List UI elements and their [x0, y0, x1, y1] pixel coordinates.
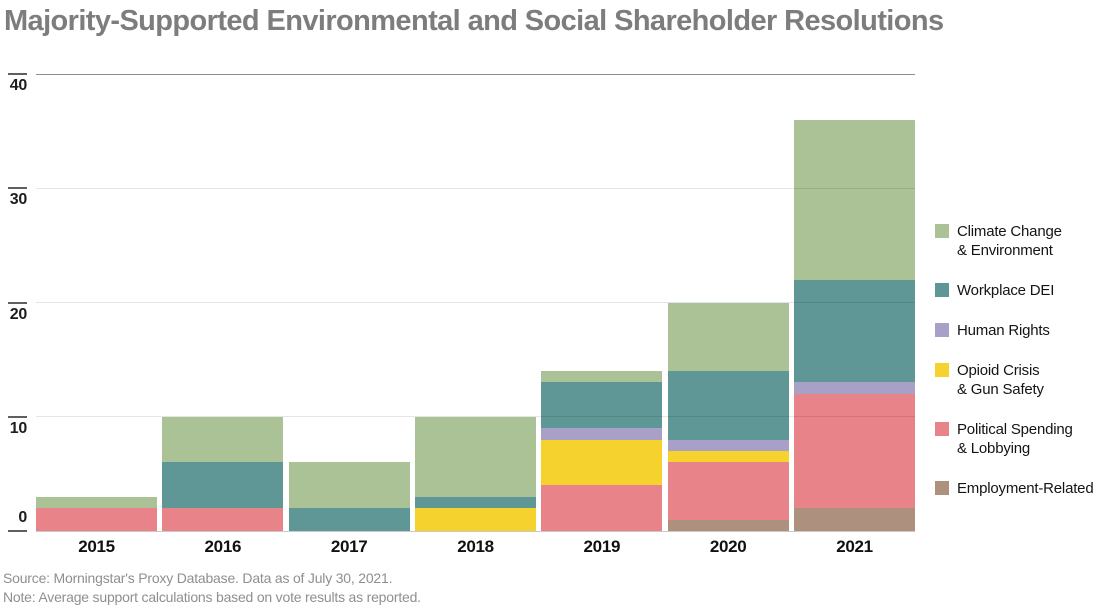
y-tick-dash	[8, 301, 27, 304]
bar-segment	[36, 508, 157, 531]
y-tick-label: 30	[9, 191, 28, 209]
bar-segment	[36, 496, 157, 509]
x-axis-label: 2021	[836, 537, 873, 556]
y-tick-dash	[8, 530, 27, 532]
y-tick-dash	[8, 73, 27, 75]
bar-segment	[288, 508, 410, 531]
y-tick-label: 40	[9, 77, 28, 94]
bar-segment	[541, 485, 663, 531]
legend-label: Political Spending & Lobbying	[957, 421, 1073, 457]
x-axis-label: 2019	[583, 537, 621, 556]
legend-label: Climate Change & Environment	[957, 223, 1062, 259]
y-tick-label: 10	[9, 419, 28, 437]
bar-segment	[541, 439, 663, 486]
legend-label: Employment-Related	[957, 480, 1094, 497]
x-axis-label: 2018	[457, 537, 494, 556]
bar-segment	[162, 416, 284, 463]
bar-segment	[415, 416, 536, 497]
legend-swatch-icon	[935, 481, 949, 495]
bar-segment	[794, 382, 915, 394]
footer: Source: Morningstar's Proxy Database. Da…	[3, 569, 421, 607]
y-tick-dash	[8, 415, 27, 418]
legend-label: Workplace DEI	[957, 282, 1055, 299]
bar-segment	[415, 508, 536, 531]
bar-segment	[667, 371, 789, 440]
y-tick-label: 20	[9, 305, 28, 323]
bar-segment	[667, 439, 789, 451]
bar-segment	[794, 119, 915, 280]
x-axis-line	[36, 530, 915, 532]
legend-item-workplace-dei: Workplace DEI	[935, 281, 1103, 300]
legend-label: Human Rights	[957, 322, 1050, 339]
legend-item-climate-change-environment: Climate Change & Environment	[935, 222, 1103, 260]
legend-swatch-icon	[935, 283, 949, 297]
legend-item-human-rights: Human Rights	[935, 321, 1103, 340]
y-tick-dash	[8, 187, 27, 190]
legend-swatch-icon	[935, 323, 949, 337]
legend-swatch-icon	[935, 224, 949, 238]
bar-segment	[667, 451, 789, 463]
legend-swatch-icon	[935, 422, 949, 436]
bar-segment	[288, 462, 410, 509]
legend-label: Opioid Crisis & Gun Safety	[957, 362, 1044, 398]
x-axis-label: 2017	[330, 537, 368, 556]
gridline-20	[36, 302, 915, 303]
legend: Climate Change & Environment Workplace DEI…	[935, 222, 1103, 498]
gridline-30	[36, 187, 915, 189]
chart-title: Majority-Supported Environmental and Soc…	[4, 5, 944, 37]
legend-swatch-icon	[935, 363, 949, 377]
bar-segment	[794, 508, 915, 531]
x-axis-label: 2020	[709, 537, 747, 556]
x-axis-label: 2016	[204, 537, 242, 556]
bar-segment	[541, 428, 663, 440]
gridline-10	[36, 416, 915, 418]
bar-segment	[162, 462, 284, 509]
bar-segment	[541, 382, 663, 429]
bar-segment	[541, 371, 663, 383]
legend-item-employment-related: Employment-Related	[935, 479, 1103, 498]
legend-item-political-spending-lobbying: Political Spending & Lobbying	[935, 420, 1103, 458]
bar-segment	[794, 279, 915, 383]
legend-item-opioid-crisis-gun-safety: Opioid Crisis & Gun Safety	[935, 361, 1103, 399]
methodology-note: Note: Average support calculations based…	[3, 589, 421, 605]
bar-segment	[415, 496, 536, 509]
bar-segment	[794, 393, 915, 509]
gridline-40	[36, 73, 915, 75]
bar-segment	[667, 519, 789, 531]
bar-segment	[162, 508, 284, 531]
y-tick-label: 0	[18, 509, 27, 526]
bar-segment	[667, 302, 789, 372]
bar-segment	[667, 462, 789, 520]
source-note: Source: Morningstar's Proxy Database. Da…	[3, 570, 393, 586]
x-axis-label: 2015	[78, 537, 115, 556]
